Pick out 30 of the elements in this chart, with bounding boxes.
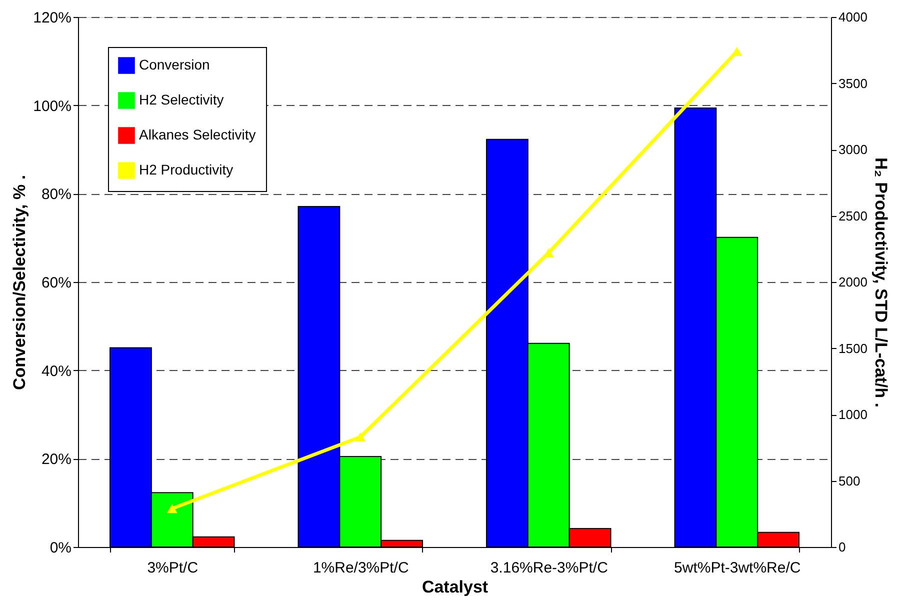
legend-label: Alkanes Selectivity bbox=[139, 126, 256, 142]
y2-tick-label: 0 bbox=[838, 540, 846, 554]
x-tick-label: 1%Re/3%Pt/C bbox=[312, 560, 409, 576]
y2-tick-label: 2000 bbox=[838, 274, 868, 290]
y2-tick-label: 2500 bbox=[838, 208, 868, 224]
y-tick-label: 40% bbox=[41, 362, 72, 380]
point bbox=[166, 504, 178, 514]
y2-axis-title: H₂ Productivity, STD L/L-cat/h . bbox=[871, 158, 890, 408]
point bbox=[355, 432, 366, 442]
y-tick-label: 80% bbox=[41, 186, 72, 204]
y-tick-label: 60% bbox=[41, 274, 72, 292]
y2-tick-label: 3500 bbox=[838, 76, 868, 91]
point bbox=[732, 46, 742, 56]
y2-tick-label: 1500 bbox=[838, 340, 868, 356]
x-axis-title: Catalyst bbox=[422, 578, 488, 596]
legend-label: H2 Productivity bbox=[139, 162, 234, 178]
x-tick-label: 3.16%Re-3%Pt/C bbox=[490, 560, 608, 576]
y-tick-label: 0% bbox=[50, 540, 72, 556]
y-tick-label: 120% bbox=[33, 10, 72, 26]
legend-label: H2 Selectivity bbox=[139, 92, 224, 108]
y2-tick-label: 1000 bbox=[838, 407, 868, 422]
y2-tick-label: 4000 bbox=[838, 10, 868, 24]
y-tick-label: 100% bbox=[33, 98, 72, 115]
x-tick-label: 5wt%Pt-3wt%Re/C bbox=[674, 560, 801, 576]
legend-label: Conversion bbox=[139, 56, 210, 72]
y2-tick-label: 500 bbox=[838, 473, 860, 488]
y-tick-label: 20% bbox=[41, 451, 72, 468]
y-axis-title: Conversion/Selectivity, % . bbox=[10, 174, 30, 390]
y2-tick-label: 3000 bbox=[838, 142, 868, 157]
x-tick-label: 3%Pt/C bbox=[147, 560, 198, 576]
